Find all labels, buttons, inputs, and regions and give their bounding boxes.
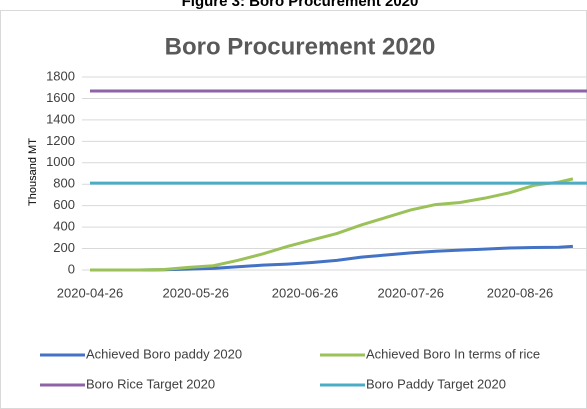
y-tick-label: 400 xyxy=(53,219,75,234)
legend-label: Boro Rice Target 2020 xyxy=(86,376,215,391)
x-tick-label: 2020-07-26 xyxy=(378,285,445,300)
y-axis-label: Thousand MT xyxy=(27,138,39,206)
x-tick-label: 2020-05-26 xyxy=(162,285,229,300)
legend-label: Achieved Boro paddy 2020 xyxy=(86,346,242,361)
y-tick-label: 1600 xyxy=(46,90,75,105)
y-tick-label: 1800 xyxy=(46,68,75,83)
x-tick-label: 2020-06-26 xyxy=(272,285,339,300)
y-tick-label: 1200 xyxy=(46,133,75,148)
y-tick-label: 200 xyxy=(53,240,75,255)
data-line xyxy=(90,244,573,272)
y-tick-label: 600 xyxy=(53,197,75,212)
data-line xyxy=(90,177,574,272)
y-tick-label: 800 xyxy=(53,176,75,191)
y-tick-label: 1400 xyxy=(46,111,75,126)
legend-label: Boro Paddy Target 2020 xyxy=(366,376,506,391)
y-tick-label: 0 xyxy=(68,261,75,276)
x-tick-label: 2020-08-26 xyxy=(487,285,554,300)
legend-label: Achieved Boro In terms of rice xyxy=(366,346,540,361)
y-tick-label: 1000 xyxy=(46,154,75,169)
x-tick-label: 2020-04-26 xyxy=(57,285,124,300)
caption: Figure 3: Boro Procurement 2020 xyxy=(182,0,419,10)
chart-title: Boro Procurement 2020 xyxy=(165,33,436,60)
